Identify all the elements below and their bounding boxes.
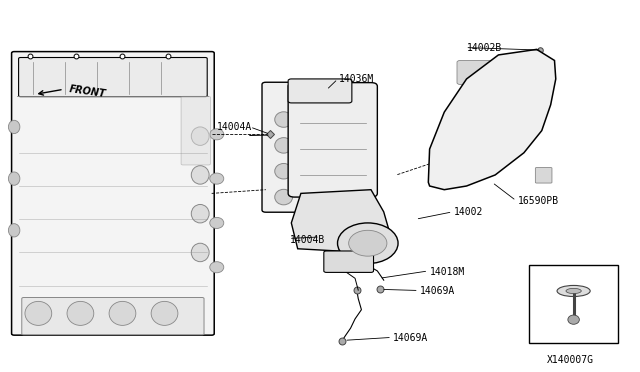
- Text: 14036M: 14036M: [339, 74, 374, 84]
- Ellipse shape: [275, 112, 292, 127]
- FancyBboxPatch shape: [12, 52, 214, 335]
- Ellipse shape: [557, 285, 590, 296]
- Ellipse shape: [8, 172, 20, 185]
- Ellipse shape: [67, 301, 94, 326]
- Ellipse shape: [191, 127, 209, 145]
- FancyBboxPatch shape: [288, 79, 352, 103]
- Text: 14017G: 14017G: [553, 316, 588, 326]
- FancyBboxPatch shape: [457, 149, 489, 167]
- Text: 16590PB: 16590PB: [518, 196, 559, 206]
- FancyBboxPatch shape: [288, 83, 378, 197]
- Ellipse shape: [566, 288, 581, 294]
- FancyBboxPatch shape: [19, 58, 207, 97]
- FancyBboxPatch shape: [502, 66, 543, 92]
- Ellipse shape: [191, 243, 209, 262]
- Ellipse shape: [109, 301, 136, 326]
- Polygon shape: [291, 190, 390, 253]
- Ellipse shape: [191, 166, 209, 184]
- FancyBboxPatch shape: [324, 251, 374, 272]
- FancyBboxPatch shape: [529, 265, 618, 343]
- Ellipse shape: [210, 129, 224, 140]
- Polygon shape: [428, 49, 556, 190]
- Text: X140007G: X140007G: [547, 355, 594, 365]
- Text: 14018M: 14018M: [429, 267, 465, 277]
- Ellipse shape: [337, 223, 398, 263]
- Ellipse shape: [25, 301, 52, 326]
- Ellipse shape: [210, 173, 224, 184]
- Text: FRONT: FRONT: [68, 84, 106, 99]
- Ellipse shape: [210, 217, 224, 228]
- Ellipse shape: [568, 315, 579, 324]
- Text: 14069A: 14069A: [394, 333, 429, 343]
- Text: 14002: 14002: [454, 207, 483, 217]
- Text: 14004A: 14004A: [217, 122, 252, 132]
- FancyBboxPatch shape: [22, 298, 204, 335]
- FancyBboxPatch shape: [502, 114, 537, 136]
- Text: <W/O COVER>: <W/O COVER>: [543, 279, 598, 288]
- FancyBboxPatch shape: [457, 105, 495, 129]
- Ellipse shape: [275, 138, 292, 153]
- Text: 14069A: 14069A: [420, 286, 455, 296]
- Ellipse shape: [191, 205, 209, 223]
- Text: 14004B: 14004B: [290, 234, 325, 244]
- FancyBboxPatch shape: [536, 167, 552, 183]
- FancyBboxPatch shape: [181, 96, 211, 165]
- Ellipse shape: [8, 224, 20, 237]
- FancyBboxPatch shape: [457, 61, 502, 84]
- Ellipse shape: [210, 262, 224, 273]
- Text: 14002B: 14002B: [467, 42, 502, 52]
- FancyBboxPatch shape: [262, 82, 305, 212]
- Ellipse shape: [8, 120, 20, 134]
- Ellipse shape: [275, 189, 292, 205]
- Ellipse shape: [151, 301, 178, 326]
- Ellipse shape: [275, 163, 292, 179]
- Ellipse shape: [349, 230, 387, 256]
